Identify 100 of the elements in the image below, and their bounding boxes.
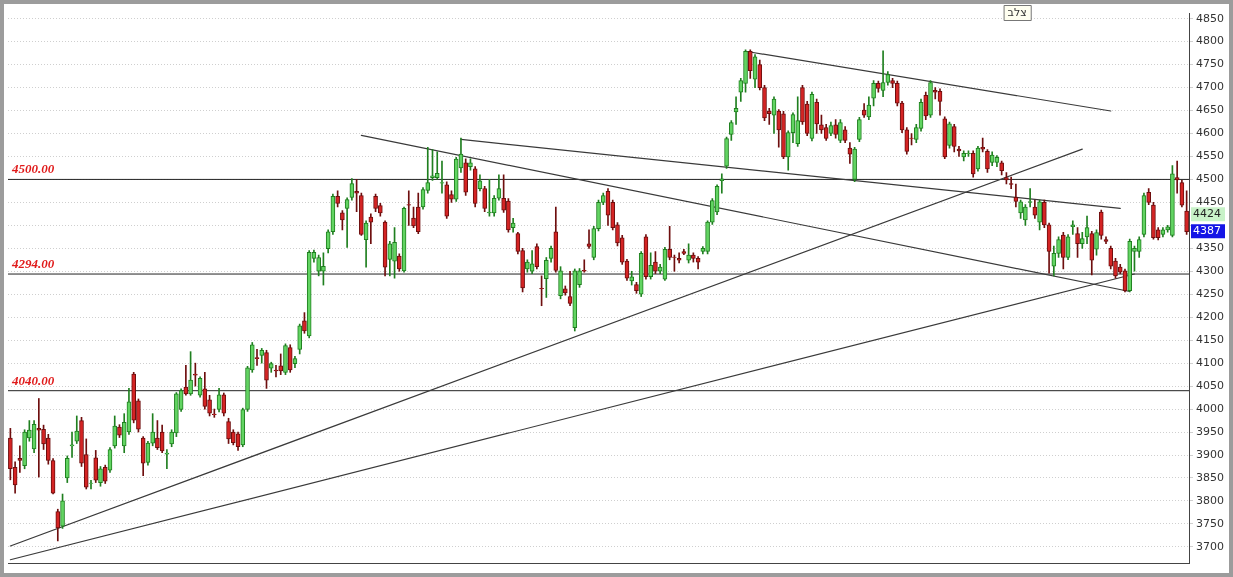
candlestick — [1018, 199, 1023, 219]
candlestick — [539, 275, 544, 307]
y-tick-label: 4200 — [1196, 310, 1225, 324]
candlestick — [164, 449, 170, 470]
candlestick — [36, 398, 42, 478]
candlestick — [985, 149, 990, 173]
candlestick — [894, 80, 900, 107]
candlestick — [1165, 225, 1170, 233]
y-tick-label: 4850 — [1196, 11, 1225, 25]
candlestick — [724, 136, 729, 169]
candlestick — [283, 343, 288, 375]
y-tick-label: 3850 — [1196, 470, 1225, 484]
ref-line-label: 4500.00 — [11, 161, 55, 177]
candlestick — [1170, 165, 1175, 238]
candlestick — [174, 392, 179, 437]
y-tick-label: 3900 — [1196, 447, 1225, 461]
candlestick — [871, 80, 876, 107]
y-tick-label: 3700 — [1196, 539, 1225, 553]
candlestick — [264, 349, 269, 389]
candlestick — [506, 198, 511, 233]
y-tick-label: 4750 — [1196, 57, 1225, 71]
candlestick — [60, 493, 65, 529]
candlestick — [425, 146, 431, 194]
y-tick-label: 3800 — [1196, 493, 1225, 507]
candlestick — [392, 227, 397, 279]
candlestick — [1004, 172, 1009, 185]
candlestick — [193, 362, 198, 387]
candlestick — [1070, 220, 1076, 235]
candlestick — [354, 179, 359, 212]
candlestick — [316, 254, 321, 277]
ref-line-label: 4294.00 — [11, 255, 55, 271]
candlestick — [762, 84, 767, 121]
candlestick — [1075, 227, 1080, 258]
candlestick — [1146, 188, 1152, 206]
candlestick — [278, 353, 284, 375]
annotation: צלב — [1007, 5, 1027, 19]
candlestick — [667, 225, 672, 261]
y-tick-label: 3750 — [1196, 516, 1225, 530]
candlestick — [743, 49, 748, 93]
candlestick — [686, 243, 691, 264]
candlestick — [932, 87, 938, 100]
candlestick — [781, 111, 786, 160]
candlestick — [980, 137, 986, 153]
candlestick — [520, 247, 525, 293]
candlestick — [814, 98, 820, 134]
candlestick — [819, 114, 824, 134]
y-tick-label: 4050 — [1196, 378, 1225, 392]
candlestick — [857, 117, 862, 143]
candlestick — [1023, 204, 1028, 226]
candlestick — [8, 428, 13, 481]
candlestick — [430, 149, 435, 181]
candlestick — [487, 179, 492, 217]
y-tick-label: 4300 — [1196, 264, 1225, 278]
candlestick — [211, 408, 217, 418]
candlestick — [98, 466, 103, 487]
candlestick — [999, 160, 1004, 176]
candlestick — [581, 259, 587, 273]
ref-line-label: 4040.00 — [11, 372, 55, 388]
y-tick-label: 4550 — [1196, 149, 1225, 163]
candlestick — [634, 281, 639, 294]
candlestick — [705, 220, 710, 255]
candlestick — [586, 229, 592, 249]
candlestick — [302, 312, 307, 334]
candlestick — [335, 190, 340, 208]
candlestick — [1151, 202, 1156, 240]
candlestick — [188, 351, 193, 396]
candlestick — [596, 199, 601, 232]
candlestick — [890, 78, 895, 88]
y-tick-label: 4000 — [1196, 401, 1225, 415]
candlestick — [876, 80, 881, 93]
candlestick — [226, 417, 231, 444]
candlestick — [947, 121, 952, 149]
candlestick — [359, 192, 364, 236]
y-tick-label: 4350 — [1196, 241, 1225, 255]
candlestick — [373, 193, 378, 212]
candlestick — [1184, 190, 1189, 235]
candlestick — [544, 257, 549, 298]
candlestick — [691, 252, 696, 263]
candlestick — [411, 206, 416, 228]
y-tick-label: 3950 — [1196, 424, 1225, 438]
candlestick — [1042, 199, 1047, 228]
annotation: 4424 — [1193, 207, 1222, 221]
candlestick — [1056, 236, 1061, 258]
candlestick — [525, 259, 530, 273]
y-tick-label: 4100 — [1196, 356, 1225, 369]
annotation: 4387 — [1193, 224, 1222, 238]
candlestick — [1060, 231, 1066, 270]
candlestick — [117, 424, 122, 438]
candlestick — [468, 158, 473, 171]
candlestick — [833, 119, 838, 139]
candlestick — [273, 365, 279, 378]
y-tick-label: 4250 — [1196, 287, 1225, 301]
candlestick — [648, 252, 654, 280]
y-tick-label: 4700 — [1196, 80, 1225, 94]
candlestick — [169, 429, 174, 448]
candlestick — [150, 413, 155, 447]
y-tick-label: 4600 — [1196, 126, 1225, 140]
candlestick — [1037, 199, 1042, 231]
candlestick — [838, 119, 843, 143]
candlestick — [22, 429, 27, 470]
